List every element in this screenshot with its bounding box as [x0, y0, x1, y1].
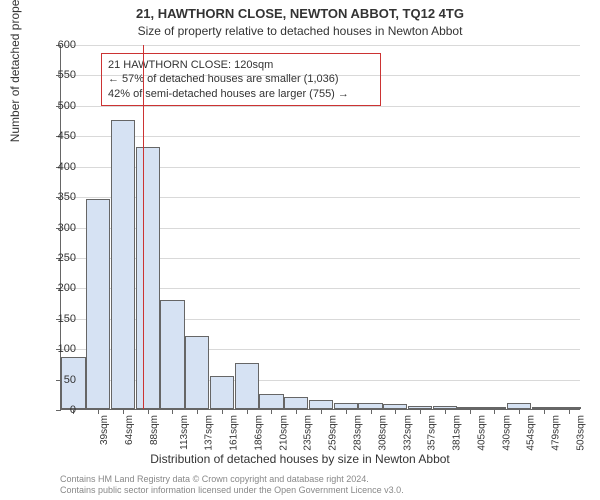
ytick-label: 600 [46, 39, 76, 51]
histogram-bar [210, 376, 234, 409]
grid-line [61, 45, 580, 46]
xtick-label: 454sqm [526, 415, 537, 451]
xtick-label: 39sqm [99, 415, 110, 445]
ytick-label: 550 [46, 69, 76, 81]
xtick-mark [346, 409, 347, 414]
xtick-mark [296, 409, 297, 414]
xtick-mark [321, 409, 322, 414]
histogram-bar [259, 394, 283, 409]
xtick-mark [98, 409, 99, 414]
xtick-label: 235sqm [303, 415, 314, 451]
x-axis-label: Distribution of detached houses by size … [0, 452, 600, 466]
ytick-label: 350 [46, 191, 76, 203]
ytick-label: 50 [46, 374, 76, 386]
ytick-label: 200 [46, 282, 76, 294]
histogram-bar [136, 147, 160, 409]
xtick-label: 186sqm [254, 415, 265, 451]
xtick-label: 381sqm [452, 415, 463, 451]
xtick-label: 137sqm [204, 415, 215, 451]
xtick-label: 88sqm [149, 415, 160, 445]
footer-line2: Contains public sector information licen… [60, 485, 404, 496]
xtick-label: 210sqm [278, 415, 289, 451]
xtick-mark [271, 409, 272, 414]
footer-line1: Contains HM Land Registry data © Crown c… [60, 474, 404, 485]
histogram-bar [111, 120, 135, 409]
xtick-mark [371, 409, 372, 414]
annotation-line3: 42% of semi-detached houses are larger (… [108, 87, 374, 101]
xtick-mark [470, 409, 471, 414]
xtick-mark [420, 409, 421, 414]
histogram-bar [284, 397, 308, 409]
xtick-mark [123, 409, 124, 414]
xtick-mark [222, 409, 223, 414]
ytick-label: 500 [46, 100, 76, 112]
chart-subtitle: Size of property relative to detached ho… [0, 24, 600, 38]
chart-container: 21, HAWTHORN CLOSE, NEWTON ABBOT, TQ12 4… [0, 0, 600, 500]
xtick-label: 430sqm [501, 415, 512, 451]
histogram-bar [309, 400, 333, 409]
xtick-label: 479sqm [551, 415, 562, 451]
histogram-bar [86, 199, 110, 409]
ytick-label: 250 [46, 252, 76, 264]
xtick-mark [494, 409, 495, 414]
xtick-label: 503sqm [575, 415, 586, 451]
ytick-label: 400 [46, 161, 76, 173]
xtick-mark [247, 409, 248, 414]
xtick-mark [445, 409, 446, 414]
grid-line [61, 106, 580, 107]
xtick-label: 308sqm [377, 415, 388, 451]
xtick-mark [148, 409, 149, 414]
y-axis-label: Number of detached properties [8, 0, 22, 142]
histogram-bar [185, 336, 209, 409]
xtick-label: 161sqm [229, 415, 240, 451]
histogram-bar [235, 363, 259, 409]
xtick-label: 283sqm [353, 415, 364, 451]
xtick-label: 405sqm [476, 415, 487, 451]
annotation-line1: 21 HAWTHORN CLOSE: 120sqm [108, 58, 374, 72]
grid-line [61, 75, 580, 76]
grid-line [61, 136, 580, 137]
xtick-mark [569, 409, 570, 414]
xtick-mark [544, 409, 545, 414]
ytick-label: 0 [46, 404, 76, 416]
ytick-label: 150 [46, 313, 76, 325]
reference-line [143, 45, 144, 409]
ytick-label: 100 [46, 343, 76, 355]
xtick-label: 259sqm [328, 415, 339, 451]
xtick-mark [519, 409, 520, 414]
xtick-mark [395, 409, 396, 414]
xtick-label: 113sqm [179, 415, 190, 450]
chart-title: 21, HAWTHORN CLOSE, NEWTON ABBOT, TQ12 4… [0, 6, 600, 21]
plot-area: 21 HAWTHORN CLOSE: 120sqm ← 57% of detac… [60, 45, 580, 410]
ytick-label: 300 [46, 222, 76, 234]
xtick-mark [197, 409, 198, 414]
xtick-label: 332sqm [402, 415, 413, 451]
xtick-label: 357sqm [427, 415, 438, 451]
xtick-mark [172, 409, 173, 414]
xtick-label: 64sqm [124, 415, 135, 445]
footer-text: Contains HM Land Registry data © Crown c… [60, 474, 404, 497]
ytick-label: 450 [46, 130, 76, 142]
histogram-bar [160, 300, 184, 410]
